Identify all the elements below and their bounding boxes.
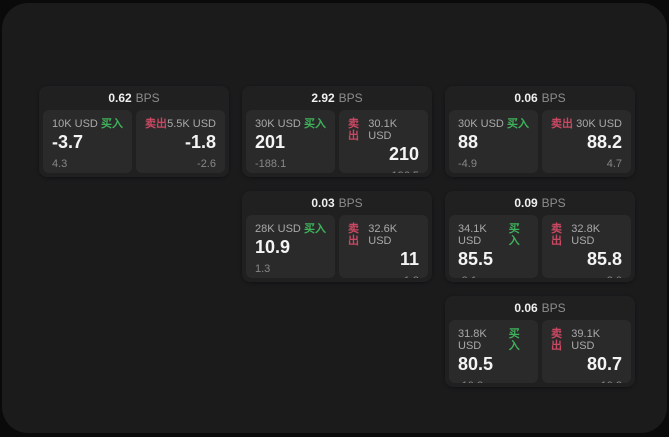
main-panel: 0.62 BPS 10K USD 买入 -3.7 4.3 卖出 5.5K USD… bbox=[2, 3, 667, 433]
spread-unit: BPS bbox=[541, 301, 566, 315]
sell-label: 卖出 bbox=[551, 118, 573, 130]
sell-amount: 32.6K USD bbox=[368, 223, 398, 247]
spread-unit: BPS bbox=[338, 196, 363, 210]
buy-price: 80.5 bbox=[458, 354, 494, 374]
spread-header: 2.92 BPS bbox=[242, 86, 432, 110]
buy-cell[interactable]: 30K USD 买入 88 -4.9 bbox=[449, 110, 538, 173]
sell-price: 11 bbox=[399, 249, 419, 269]
quote-body: 31.8K USD 买入 80.5 -10.8 卖出 39.1K USD 80.… bbox=[445, 320, 635, 383]
quote-card-1: 0.62 BPS 10K USD 买入 -3.7 4.3 卖出 5.5K USD… bbox=[39, 86, 229, 177]
sell-cell[interactable]: 卖出 39.1K USD 80.7 10.2 bbox=[542, 320, 631, 383]
buy-label: 买入 bbox=[304, 223, 326, 235]
spread-header: 0.09 BPS bbox=[445, 191, 635, 215]
sell-cell[interactable]: 卖出 30K USD 88.2 4.7 bbox=[542, 110, 631, 173]
buy-amount: 10K USD bbox=[52, 118, 98, 130]
quote-body: 30K USD 买入 88 -4.9 卖出 30K USD 88.2 4.7 bbox=[445, 110, 635, 173]
buy-label: 买入 bbox=[507, 118, 529, 130]
sell-price: 210 bbox=[388, 144, 419, 164]
buy-amount: 28K USD bbox=[255, 223, 301, 235]
spread-header: 0.06 BPS bbox=[445, 296, 635, 320]
buy-cell[interactable]: 28K USD 买入 10.9 1.3 bbox=[246, 215, 335, 278]
sell-amount: 30K USD bbox=[576, 118, 622, 130]
buy-cell[interactable]: 34.1K USD 买入 85.5 -3.1 bbox=[449, 215, 538, 278]
buy-change: -10.8 bbox=[458, 380, 529, 383]
sell-label: 卖出 bbox=[551, 223, 562, 247]
quote-body: 30K USD 买入 201 -188.1 卖出 30.1K USD 210 1… bbox=[242, 110, 432, 173]
sell-change: 10.2 bbox=[551, 380, 622, 383]
buy-change: -4.9 bbox=[458, 158, 477, 170]
spread-header: 0.06 BPS bbox=[445, 86, 635, 110]
buy-price: 88 bbox=[458, 132, 479, 152]
sell-change: 3.0 bbox=[551, 275, 622, 278]
buy-amount: 34.1K USD bbox=[458, 223, 487, 247]
sell-change: -1.8 bbox=[348, 275, 419, 278]
sell-cell[interactable]: 卖出 32.6K USD 11 -1.8 bbox=[339, 215, 428, 278]
sell-label: 卖出 bbox=[348, 118, 359, 142]
sell-amount: 30.1K USD bbox=[368, 118, 398, 142]
spread-unit: BPS bbox=[135, 91, 160, 105]
sell-label: 卖出 bbox=[551, 328, 562, 352]
buy-cell[interactable]: 30K USD 买入 201 -188.1 bbox=[246, 110, 335, 173]
buy-change: -188.1 bbox=[255, 158, 287, 170]
sell-label: 卖出 bbox=[348, 223, 359, 247]
sell-change: -2.6 bbox=[197, 158, 216, 170]
spread-value: 0.06 bbox=[514, 301, 538, 315]
buy-change: 1.3 bbox=[255, 263, 271, 275]
buy-label: 买入 bbox=[508, 328, 520, 352]
buy-price: 85.5 bbox=[458, 249, 494, 269]
sell-price: 80.7 bbox=[586, 354, 622, 374]
sell-amount: 5.5K USD bbox=[167, 118, 216, 130]
sell-change: 196.5 bbox=[348, 170, 419, 173]
quote-card-6: 0.06 BPS 31.8K USD 买入 80.5 -10.8 卖出 39.1… bbox=[445, 296, 635, 387]
sell-amount: 39.1K USD bbox=[571, 328, 601, 352]
buy-change: 4.3 bbox=[52, 158, 68, 170]
spread-header: 0.03 BPS bbox=[242, 191, 432, 215]
sell-price: -1.8 bbox=[184, 132, 216, 152]
sell-amount: 32.8K USD bbox=[571, 223, 601, 247]
spread-value: 0.09 bbox=[514, 196, 538, 210]
buy-price: 10.9 bbox=[255, 237, 291, 257]
sell-price: 88.2 bbox=[586, 132, 622, 152]
quote-body: 10K USD 买入 -3.7 4.3 卖出 5.5K USD -1.8 -2.… bbox=[39, 110, 229, 173]
spread-value: 0.06 bbox=[514, 91, 538, 105]
buy-price: 201 bbox=[255, 132, 286, 152]
quote-card-3: 0.06 BPS 30K USD 买入 88 -4.9 卖出 30K USD 8… bbox=[445, 86, 635, 177]
sell-label: 卖出 bbox=[145, 118, 167, 130]
spread-value: 0.62 bbox=[108, 91, 132, 105]
quote-body: 28K USD 买入 10.9 1.3 卖出 32.6K USD 11 -1.8 bbox=[242, 215, 432, 278]
sell-cell[interactable]: 卖出 5.5K USD -1.8 -2.6 bbox=[136, 110, 225, 173]
quote-card-2: 2.92 BPS 30K USD 买入 201 -188.1 卖出 30.1K … bbox=[242, 86, 432, 177]
sell-change: 4.7 bbox=[606, 158, 622, 170]
buy-cell[interactable]: 10K USD 买入 -3.7 4.3 bbox=[43, 110, 132, 173]
buy-label: 买入 bbox=[101, 118, 123, 130]
buy-label: 买入 bbox=[508, 223, 520, 247]
quote-body: 34.1K USD 买入 85.5 -3.1 卖出 32.8K USD 85.8… bbox=[445, 215, 635, 278]
spread-header: 0.62 BPS bbox=[39, 86, 229, 110]
spread-unit: BPS bbox=[338, 91, 363, 105]
buy-amount: 30K USD bbox=[255, 118, 301, 130]
spread-value: 0.03 bbox=[311, 196, 335, 210]
buy-price: -3.7 bbox=[52, 132, 84, 152]
sell-cell[interactable]: 卖出 32.8K USD 85.8 3.0 bbox=[542, 215, 631, 278]
buy-cell[interactable]: 31.8K USD 买入 80.5 -10.8 bbox=[449, 320, 538, 383]
spread-unit: BPS bbox=[541, 196, 566, 210]
sell-cell[interactable]: 卖出 30.1K USD 210 196.5 bbox=[339, 110, 428, 173]
buy-amount: 31.8K USD bbox=[458, 328, 487, 352]
quote-card-4: 0.03 BPS 28K USD 买入 10.9 1.3 卖出 32.6K US… bbox=[242, 191, 432, 282]
buy-amount: 30K USD bbox=[458, 118, 504, 130]
spread-unit: BPS bbox=[541, 91, 566, 105]
buy-label: 买入 bbox=[304, 118, 326, 130]
quote-card-5: 0.09 BPS 34.1K USD 买入 85.5 -3.1 卖出 32.8K… bbox=[445, 191, 635, 282]
buy-change: -3.1 bbox=[458, 275, 529, 278]
sell-price: 85.8 bbox=[586, 249, 622, 269]
spread-value: 2.92 bbox=[311, 91, 335, 105]
